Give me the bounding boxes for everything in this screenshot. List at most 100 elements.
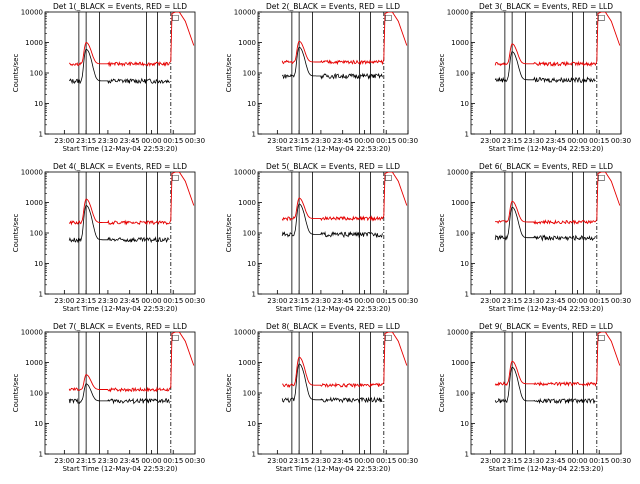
x-tick-label: 23:45 (120, 457, 140, 465)
detector-panel: Det 1(_BLACK = Events, RED = LLD 1 10 100 10… (12, 2, 205, 153)
legend-mark: □ (598, 13, 606, 22)
lld-series-line (494, 332, 621, 387)
y-axis-label: Counts/sec (12, 54, 20, 93)
x-tick-label: 23:30 (524, 457, 544, 465)
y-tick-label: 100 (243, 390, 256, 398)
y-tick-label: 1000 (25, 359, 43, 367)
x-tick-label: 00:30 (185, 137, 205, 145)
x-tick-label: 00:15 (376, 137, 396, 145)
events-series-line (68, 49, 170, 85)
y-tick-label: 1000 (25, 199, 43, 207)
x-tick-label: 23:15 (289, 297, 309, 305)
y-tick-label: 10000 (447, 329, 469, 337)
x-tick-label: 00:30 (611, 457, 631, 465)
detector-panel: Det 6(_BLACK = Events, RED = LLD 1 10 100 10… (438, 162, 631, 313)
x-tick-label: 23:00 (54, 297, 74, 305)
panel-title: Det 6(_BLACK = Events, RED = LLD (479, 162, 613, 171)
x-tick-label: 23:15 (76, 137, 96, 145)
x-tick-label: 23:00 (480, 297, 500, 305)
x-tick-label: 23:00 (267, 457, 287, 465)
y-tick-label: 10 (247, 100, 256, 108)
x-tick-label: 00:00 (354, 457, 374, 465)
plot-frame (44, 331, 196, 455)
detector-panel: Det 5(_BLACK = Events, RED = LLD 1 10 100 10… (225, 162, 418, 313)
x-axis-label: Start Time (12-May-04 22:53:20) (275, 305, 390, 313)
detector-panel: Det 3(_BLACK = Events, RED = LLD 1 10 100 10… (438, 2, 631, 153)
x-axis-label: Start Time (12-May-04 22:53:20) (275, 145, 390, 153)
x-tick-label: 00:15 (163, 457, 183, 465)
y-axis-label: Counts/sec (225, 214, 233, 253)
y-tick-label: 100 (456, 70, 469, 78)
y-tick-label: 1 (39, 291, 43, 299)
panel-title: Det 1(_BLACK = Events, RED = LLD (53, 2, 187, 11)
x-axis-label: Start Time (12-May-04 22:53:20) (62, 465, 177, 473)
legend-mark: □ (172, 173, 180, 182)
y-tick-label: 10 (34, 260, 43, 268)
y-axis-label: Counts/sec (225, 54, 233, 93)
y-tick-label: 1 (465, 451, 469, 459)
x-tick-label: 00:00 (354, 137, 374, 145)
x-tick-label: 00:30 (611, 297, 631, 305)
lld-series-line (69, 12, 195, 68)
x-tick-label: 23:15 (76, 457, 96, 465)
y-axis-label: Counts/sec (438, 54, 446, 93)
x-tick-label: 23:00 (480, 137, 500, 145)
x-axis-label: Start Time (12-May-04 22:53:20) (275, 465, 390, 473)
y-tick-label: 1 (252, 451, 256, 459)
x-tick-label: 23:15 (502, 297, 522, 305)
y-tick-label: 100 (243, 230, 256, 238)
x-tick-label: 23:15 (76, 297, 96, 305)
x-tick-label: 00:00 (141, 297, 161, 305)
x-tick-label: 23:30 (98, 457, 118, 465)
plot-frame (257, 331, 409, 455)
x-tick-label: 23:00 (54, 457, 74, 465)
detector-panel: Det 9(_BLACK = Events, RED = LLD 1 10 100 10… (438, 322, 631, 473)
x-tick-label: 23:15 (289, 457, 309, 465)
y-tick-label: 10000 (21, 329, 43, 337)
plot-frame (470, 171, 622, 295)
panel-title: Det 7(_BLACK = Events, RED = LLD (53, 322, 187, 331)
events-series-line (281, 203, 383, 239)
x-tick-label: 23:45 (546, 297, 566, 305)
y-tick-label: 1000 (238, 359, 256, 367)
y-axis-label: Counts/sec (12, 374, 20, 413)
legend-mark: □ (598, 333, 606, 342)
x-tick-label: 00:00 (567, 137, 587, 145)
lld-series-line (68, 172, 195, 226)
y-tick-label: 10000 (21, 9, 43, 17)
y-tick-label: 1000 (25, 39, 43, 47)
y-tick-label: 10000 (447, 169, 469, 177)
detector-panel: Det 8(_BLACK = Events, RED = LLD 1 10 100 10… (225, 322, 418, 473)
legend-mark: □ (385, 173, 393, 182)
y-tick-label: 10 (247, 260, 256, 268)
y-tick-label: 1000 (238, 199, 256, 207)
x-axis-label: Start Time (12-May-04 22:53:20) (62, 305, 177, 313)
x-tick-label: 23:30 (98, 297, 118, 305)
plot-frame (470, 331, 622, 455)
y-tick-label: 1 (39, 451, 43, 459)
x-tick-label: 23:30 (311, 457, 331, 465)
x-tick-label: 00:15 (589, 137, 609, 145)
panel-title: Det 3(_BLACK = Events, RED = LLD (479, 2, 613, 11)
detector-panel: Det 7(_BLACK = Events, RED = LLD 1 10 100 10… (12, 322, 205, 473)
plot-frame (44, 11, 196, 135)
y-tick-label: 10 (34, 100, 43, 108)
x-tick-label: 23:45 (120, 137, 140, 145)
x-tick-label: 00:30 (185, 297, 205, 305)
x-tick-label: 00:30 (398, 457, 418, 465)
lld-series-line (495, 172, 621, 225)
y-tick-label: 1 (252, 131, 256, 139)
y-tick-label: 1000 (238, 39, 256, 47)
detector-panel: Det 2(_BLACK = Events, RED = LLD 1 10 100 10… (225, 2, 418, 153)
x-tick-label: 23:00 (267, 137, 287, 145)
x-tick-label: 23:45 (333, 137, 353, 145)
y-tick-label: 100 (30, 230, 43, 238)
legend-mark: □ (385, 13, 393, 22)
y-tick-label: 1000 (451, 199, 469, 207)
panel-title: Det 9(_BLACK = Events, RED = LLD (479, 322, 613, 331)
lld-series-line (68, 332, 195, 393)
x-tick-label: 23:30 (311, 137, 331, 145)
y-tick-label: 10000 (21, 169, 43, 177)
y-tick-label: 1 (465, 131, 469, 139)
